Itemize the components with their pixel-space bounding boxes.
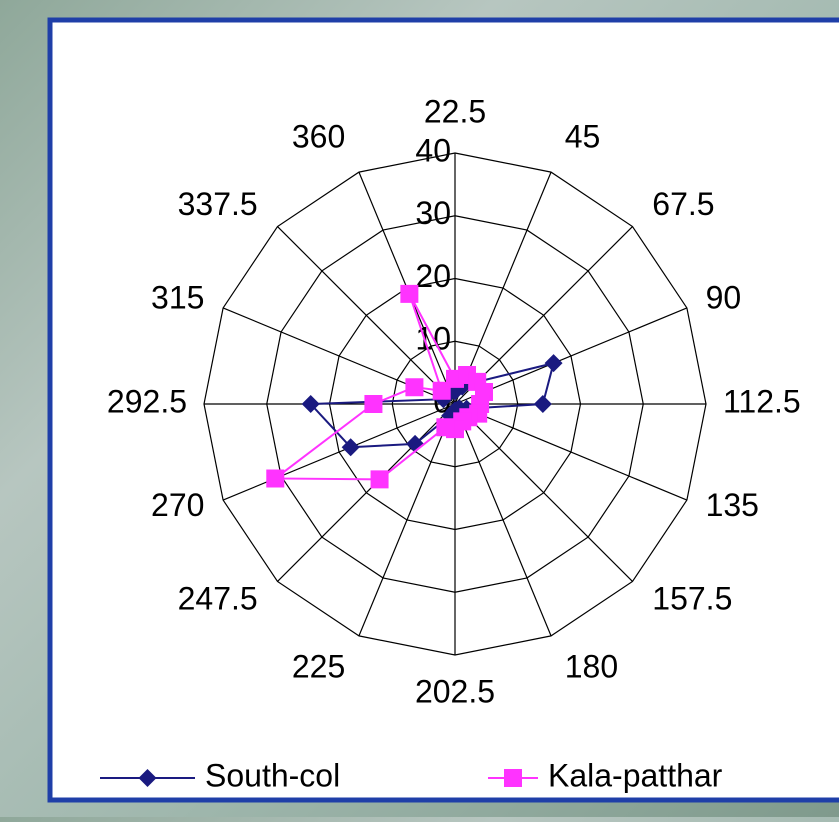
- category-label: 202.5: [415, 673, 495, 709]
- category-label: 247.5: [178, 581, 258, 617]
- category-label: 45: [565, 119, 601, 155]
- data-point: [371, 470, 389, 488]
- chart: 010203040 22.54567.590112.5135157.518020…: [0, 0, 839, 817]
- category-label: 337.5: [178, 186, 258, 222]
- category-label: 90: [706, 280, 742, 316]
- data-point: [436, 418, 454, 436]
- page: 010203040 22.54567.590112.5135157.518020…: [0, 0, 839, 817]
- category-label: 157.5: [652, 581, 732, 617]
- r-tick-label: 30: [415, 195, 451, 231]
- r-tick-label: 20: [415, 258, 451, 294]
- data-point: [266, 469, 284, 487]
- category-label: 360: [292, 119, 345, 155]
- category-label: 270: [151, 487, 204, 523]
- legend-marker: [504, 769, 522, 787]
- category-label: 225: [292, 648, 345, 684]
- r-tick-label: 40: [415, 132, 451, 168]
- category-label: 180: [565, 648, 618, 684]
- category-label: 292.5: [107, 383, 187, 419]
- legend-label: Kala-patthar: [548, 757, 723, 793]
- data-point: [405, 378, 423, 396]
- category-label: 67.5: [652, 186, 714, 222]
- category-label: 135: [706, 487, 759, 523]
- category-label: 22.5: [424, 93, 486, 129]
- data-point: [433, 382, 451, 400]
- category-label: 112.5: [723, 383, 801, 419]
- data-point: [400, 285, 418, 303]
- data-point: [364, 395, 382, 413]
- legend-label: South-col: [205, 757, 340, 793]
- category-label: 315: [151, 280, 204, 316]
